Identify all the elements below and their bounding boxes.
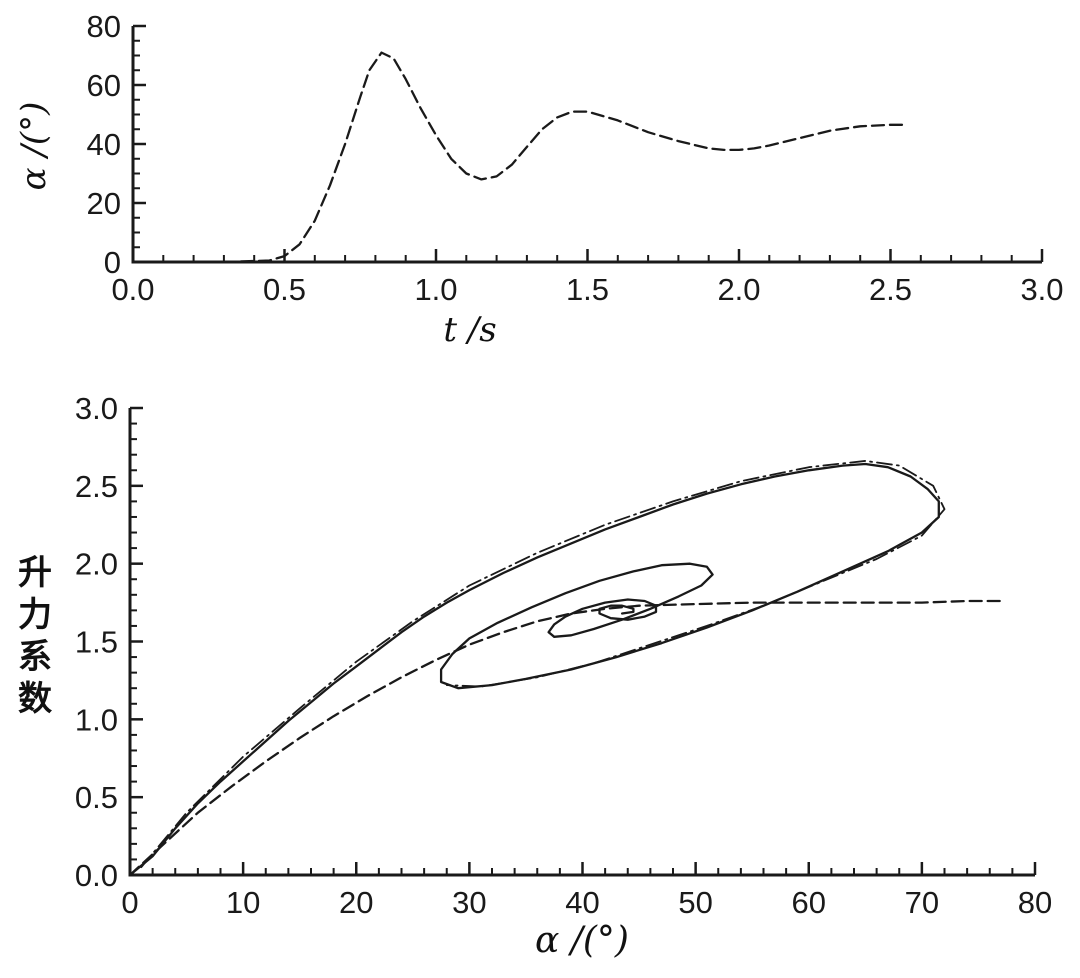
y-tick-label: 1.5 (75, 625, 118, 660)
x-tick-label: 60 (792, 885, 826, 920)
bottom-x-axis-label: α /(°) (535, 920, 629, 961)
x-tick-label: 20 (339, 885, 373, 920)
x-tick-label: 70 (905, 885, 939, 920)
x-tick-label: 0.5 (263, 272, 306, 307)
x-tick-label: 2.5 (869, 272, 912, 307)
x-tick-label: 50 (678, 885, 712, 920)
y-tick-label: 2.0 (75, 547, 118, 582)
y-tick-label: 40 (87, 127, 121, 162)
alpha-time-history-series-angle-of-attack-response (131, 51, 907, 264)
y-tick-label: 2.5 (75, 469, 118, 504)
axes-spines (131, 26, 1042, 264)
lift-vs-alpha-series-static-lift-curve (128, 599, 1003, 877)
y-tick-label: 0 (104, 245, 121, 280)
top-x-axis-label: t /s (443, 310, 497, 350)
bottom-y-axis-label: 升力系数 (18, 554, 52, 718)
x-tick-label: 1.0 (414, 272, 457, 307)
x-tick-label: 10 (226, 885, 260, 920)
axes-spines (128, 408, 1035, 877)
top-y-axis-label: α /(°) (14, 101, 54, 191)
y-tick-label: 60 (87, 68, 121, 103)
alpha-time-history-plot: 0.0 0.5 1.0 1.5 2.0 2.5 3.0 0 20 40 60 80 (87, 9, 1064, 307)
x-tick-label: 30 (452, 885, 486, 920)
lift-vs-alpha-series-dynamic-lift-hysteresis-loop (128, 462, 940, 877)
x-tick-label: 0 (121, 885, 138, 920)
x-tick-label: 40 (565, 885, 599, 920)
y-tick-label: 1.0 (75, 702, 118, 737)
y-tick-label: 20 (87, 186, 121, 221)
y-tick-label: 0.0 (75, 858, 118, 893)
alpha-time-history-chart: 0.0 0.5 1.0 1.5 2.0 2.5 3.0 0 20 40 60 80 (0, 0, 1080, 370)
x-tick-label: 2.0 (717, 272, 760, 307)
x-tick-label: 80 (1018, 885, 1052, 920)
y-tick-label: 3.0 (75, 391, 118, 426)
y-tick-label: 80 (87, 9, 121, 44)
lift-vs-alpha-plot: 0 10 20 30 40 50 60 70 80 0.0 0.5 1.0 1.5 2.0 2.5 3.0 (75, 391, 1052, 920)
lift-vs-alpha-series-dynamic-lift-loop-overlay (140, 460, 946, 869)
y-tick-label: 0.5 (75, 780, 118, 815)
lift-coefficient-chart: 0 10 20 30 40 50 60 70 80 0.0 0.5 1.0 1.5 2.0 2.5 3.0 (0, 365, 1080, 978)
x-tick-label: 0.0 (111, 272, 154, 307)
x-tick-label: 1.5 (566, 272, 609, 307)
x-tick-label: 3.0 (1020, 272, 1063, 307)
